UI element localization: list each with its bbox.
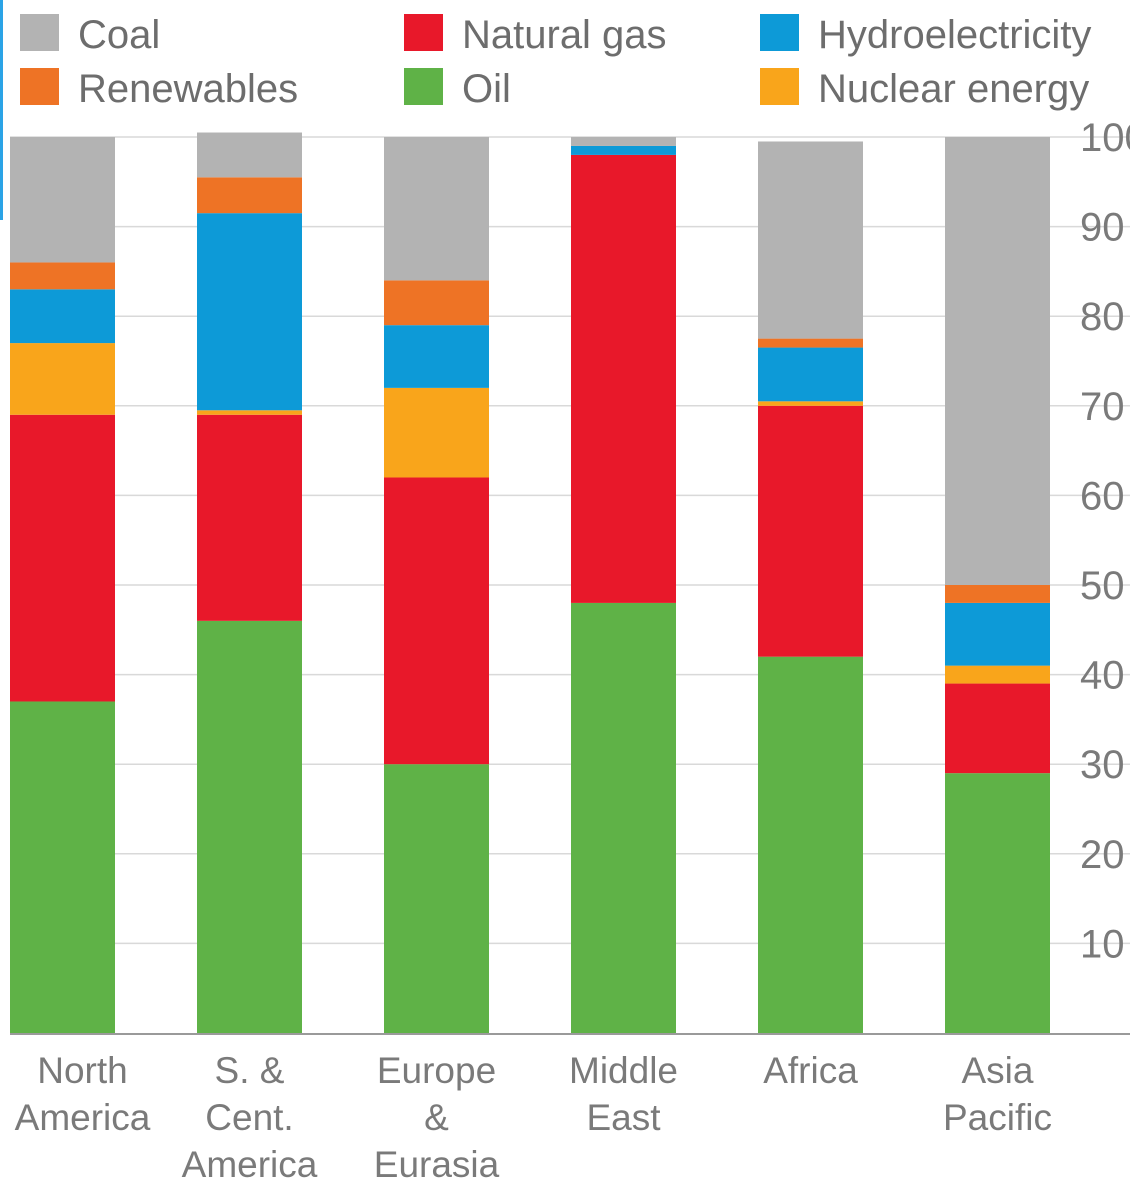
bar-segment-coal [758, 141, 863, 339]
bar-segment-oil [197, 620, 302, 1033]
bar-segment-renewables [197, 177, 302, 214]
y-tick-label: 100 [1080, 116, 1130, 160]
bar-segment-hydroelectricity [384, 325, 489, 388]
legend-swatch-nuclear-energy [760, 68, 799, 105]
legend-swatch-coal [20, 14, 59, 51]
bar-segment-natural-gas [384, 477, 489, 765]
bar-segment-oil [10, 701, 115, 1033]
bar-segment-hydroelectricity [10, 289, 115, 344]
bar-segment-natural-gas [571, 154, 676, 603]
bar-segment-oil [758, 656, 863, 1033]
legend-swatch-renewables [20, 68, 59, 105]
legend-label: Renewables [78, 67, 298, 111]
bar-segment-nuclear-energy [758, 401, 863, 406]
category-label: North [37, 1050, 127, 1091]
bar-segment-hydroelectricity [945, 602, 1050, 666]
y-tick-label: 10 [1080, 922, 1125, 966]
y-tick-label: 20 [1080, 833, 1125, 877]
bar-segment-oil [571, 602, 676, 1033]
legend-label: Hydroelectricity [818, 13, 1091, 57]
legend-label: Oil [462, 67, 511, 111]
category-label: America [15, 1097, 151, 1138]
bar-segment-renewables [945, 585, 1050, 603]
legend-swatch-natural-gas [404, 14, 443, 51]
y-tick-label: 50 [1080, 564, 1125, 608]
bar-segment-renewables [758, 338, 863, 348]
bar-segment-renewables [10, 262, 115, 290]
bar-segment-nuclear-energy [197, 410, 302, 415]
legend-label: Coal [78, 13, 160, 57]
category-label: East [586, 1097, 661, 1138]
y-tick-label: 30 [1080, 743, 1125, 787]
category-labels: North America S. & Cent. America Europe & Euras… [15, 1050, 1052, 1183]
bar-segment-nuclear-energy [384, 387, 489, 478]
y-tick-label: 40 [1080, 654, 1125, 698]
category-label: Asia [962, 1050, 1034, 1091]
left-edge-accent [0, 0, 3, 220]
bar-segment-oil [945, 773, 1050, 1033]
gridlines [10, 136, 1130, 945]
category-label: Middle [569, 1050, 678, 1091]
bar-segment-natural-gas [945, 683, 1050, 774]
category-label: America [182, 1144, 318, 1183]
category-label: Africa [763, 1050, 858, 1091]
category-label: Europe [377, 1050, 496, 1091]
category-label: Pacific [943, 1097, 1052, 1138]
legend-swatch-hydroelectricity [760, 14, 799, 51]
bar-segment-coal [571, 137, 676, 146]
category-label: Eurasia [374, 1144, 500, 1183]
bar-segment-natural-gas [10, 414, 115, 702]
legend-label: Nuclear energy [818, 67, 1089, 111]
bar-segment-natural-gas [197, 414, 302, 621]
bar-segment-renewables [384, 280, 489, 326]
bar-segment-hydroelectricity [197, 213, 302, 411]
bar-segment-natural-gas [758, 405, 863, 657]
category-label: & [424, 1097, 449, 1138]
bar-segment-hydroelectricity [758, 347, 863, 402]
bar-segment-nuclear-energy [10, 343, 115, 415]
bar-segment-coal [197, 132, 302, 178]
y-tick-label: 90 [1080, 206, 1125, 250]
category-label: Cent. [205, 1097, 293, 1138]
legend-label: Natural gas [462, 13, 667, 57]
bar-segment-nuclear-energy [945, 665, 1050, 684]
bar-segment-oil [384, 764, 489, 1033]
category-label: S. & [215, 1050, 285, 1091]
bars [10, 132, 1050, 1033]
axes: 10 20 30 40 50 60 70 80 90 100 [10, 116, 1130, 1035]
bar-segment-coal [945, 137, 1050, 585]
bar-segment-coal [384, 137, 489, 281]
y-tick-label: 80 [1080, 295, 1125, 339]
bar-segment-coal [10, 137, 115, 263]
bar-segment-hydroelectricity [571, 145, 676, 155]
y-tick-label: 70 [1080, 385, 1125, 429]
y-tick-label: 60 [1080, 474, 1125, 518]
legend: Coal Renewables Natural gas Oil Hydroelectri… [20, 13, 1091, 111]
legend-swatch-oil [404, 68, 443, 105]
